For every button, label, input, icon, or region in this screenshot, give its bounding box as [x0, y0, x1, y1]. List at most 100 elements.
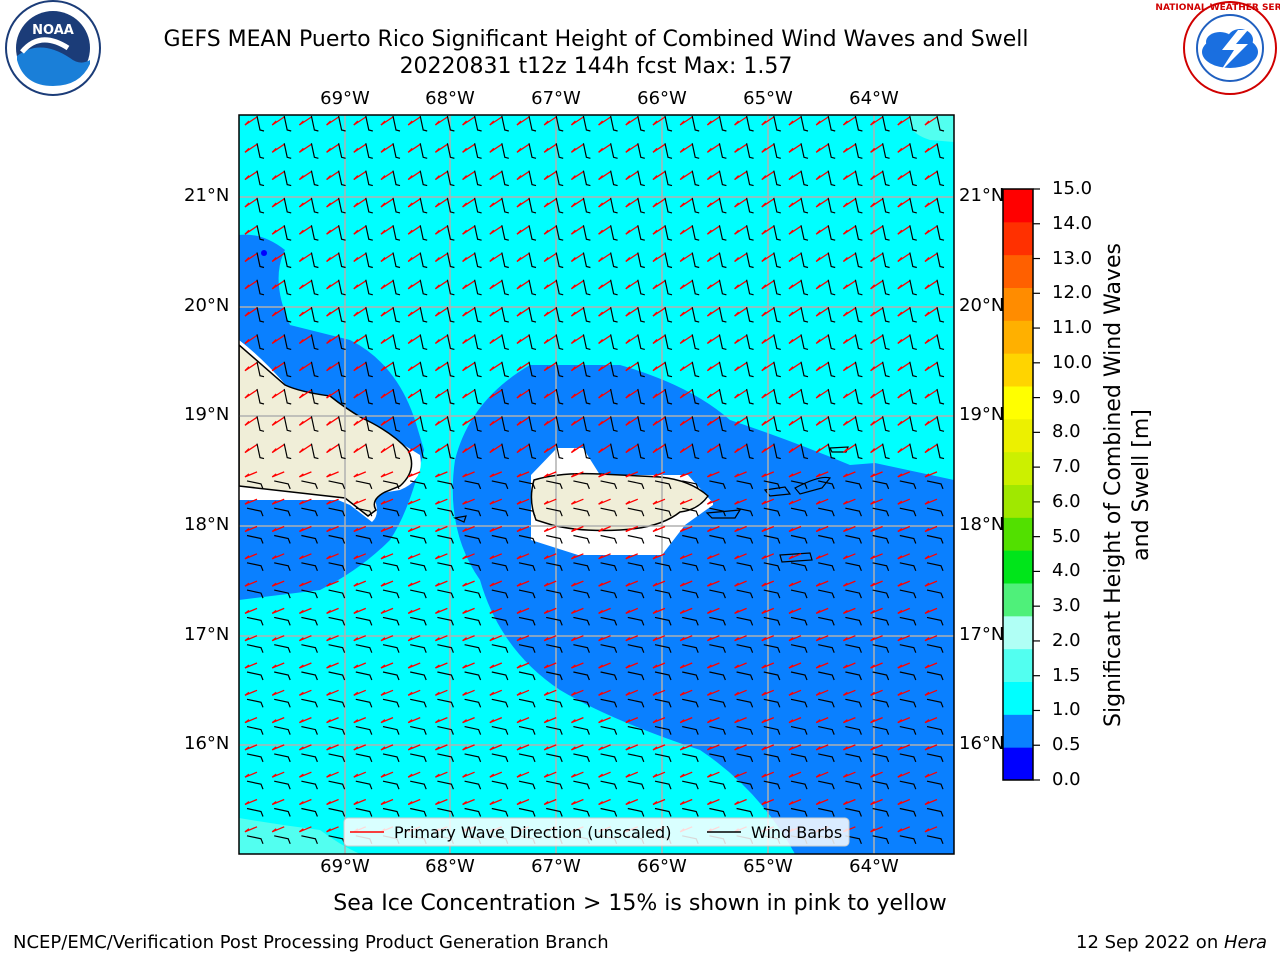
colorbar-swatch: [1003, 189, 1033, 223]
wind-barb: [464, 589, 482, 599]
wind-barb: [274, 807, 291, 817]
wind-barb: [610, 334, 618, 350]
wind-barb: [763, 644, 781, 653]
wind-barb: [637, 388, 645, 405]
wind-barb: [256, 361, 265, 378]
wind-barb: [736, 562, 754, 572]
wind-barb: [709, 753, 726, 763]
wind-barb: [773, 170, 781, 187]
wind-barb: [899, 698, 917, 708]
wind-barb: [328, 726, 346, 735]
wind-barb: [256, 334, 265, 350]
wind-barb: [790, 726, 808, 735]
wind-barb: [818, 780, 835, 790]
wind-barb: [854, 334, 863, 350]
wind-barb: [909, 416, 917, 432]
wind-barb: [800, 252, 809, 269]
wind-barb: [355, 616, 373, 626]
lon-label-top: 69°W: [320, 88, 370, 109]
wind-barb: [709, 480, 726, 490]
wind-barb: [610, 170, 618, 187]
wind-barb: [600, 616, 618, 626]
wind-barb: [818, 480, 835, 490]
wind-barb: [419, 306, 428, 323]
nws-logo-text: NATIONAL WEATHER SERVICE: [1155, 3, 1280, 13]
wind-barb: [301, 616, 318, 626]
wind-barb: [682, 644, 699, 653]
wind-barb: [392, 306, 401, 323]
wind-barb: [437, 780, 454, 790]
wind-barb: [310, 170, 319, 187]
wind-barb: [637, 306, 645, 323]
wind-barb: [827, 279, 836, 296]
wind-barb: [382, 507, 400, 517]
wind-barb: [365, 279, 373, 296]
wind-barb: [491, 671, 509, 681]
wind-barb: [491, 807, 509, 817]
wind-barb: [410, 589, 427, 599]
wind-barb: [338, 388, 346, 405]
wind-barb: [664, 143, 673, 159]
gridlines: [239, 115, 954, 854]
wind-barb: [246, 807, 264, 817]
wind-barb: [736, 480, 754, 490]
wind-barb: [491, 562, 509, 572]
wind-barb: [854, 306, 863, 323]
wind-barb: [518, 698, 536, 708]
wind-barb: [328, 780, 346, 790]
wind-barb: [410, 698, 427, 708]
wind-barb: [256, 170, 265, 187]
wind-barb: [301, 726, 318, 735]
wind-barb: [926, 507, 944, 517]
wind-barb: [718, 279, 727, 296]
colorbar-tick-label: 10.0: [1052, 351, 1093, 373]
wind-barb: [627, 507, 645, 517]
wind-barb: [501, 306, 509, 323]
wind-barb: [746, 306, 754, 323]
wind-barb: [410, 616, 427, 626]
wind-barb: [437, 644, 454, 653]
wind-barb: [899, 726, 917, 735]
wind-barb: [328, 589, 346, 599]
wind-barb: [274, 644, 291, 653]
wind-barb: [546, 698, 563, 708]
wind-barb: [410, 562, 427, 572]
footer-date: 12 Sep 2022 on Hera: [1076, 932, 1267, 953]
wind-barb: [736, 589, 754, 599]
wind-barb: [818, 807, 835, 817]
wind-barb: [818, 671, 835, 681]
wind-barb: [546, 807, 563, 817]
wind-barb: [410, 644, 427, 653]
wind-barb: [827, 197, 836, 214]
wind-barb: [392, 443, 401, 460]
wind-barb: [936, 279, 945, 296]
colorbar-swatch: [1003, 418, 1033, 453]
wind-barb: [800, 197, 809, 214]
wind-barb: [437, 589, 454, 599]
wind-barb: [899, 753, 917, 763]
wind-barb: [845, 807, 862, 817]
wind-barb: [654, 807, 672, 817]
wind-barb: [256, 225, 265, 241]
wind-barb: [845, 480, 862, 490]
wind-barb: [899, 807, 917, 817]
wind-barb: [382, 726, 400, 735]
wind-barb: [437, 753, 454, 763]
wind-barb: [283, 334, 292, 350]
wind-barb: [827, 225, 836, 241]
wind-barb: [518, 534, 536, 544]
wind-barb: [256, 388, 265, 405]
wind-barb: [474, 361, 482, 378]
wind-barb: [283, 143, 292, 159]
colorbar-swatch: [1003, 484, 1033, 518]
chart-subtitle: 20220831 t12z 144h fcst Max: 1.57: [399, 54, 793, 79]
wind-barb: [818, 507, 835, 517]
lon-label-bottom: 64°W: [849, 856, 899, 877]
wind-barb: [936, 170, 945, 187]
wind-barb: [410, 671, 427, 681]
wind-barb: [501, 279, 509, 296]
wind-barb: [392, 170, 401, 187]
wind-barb: [573, 480, 590, 490]
wind-barb: [610, 252, 618, 269]
wind-barb: [419, 334, 428, 350]
